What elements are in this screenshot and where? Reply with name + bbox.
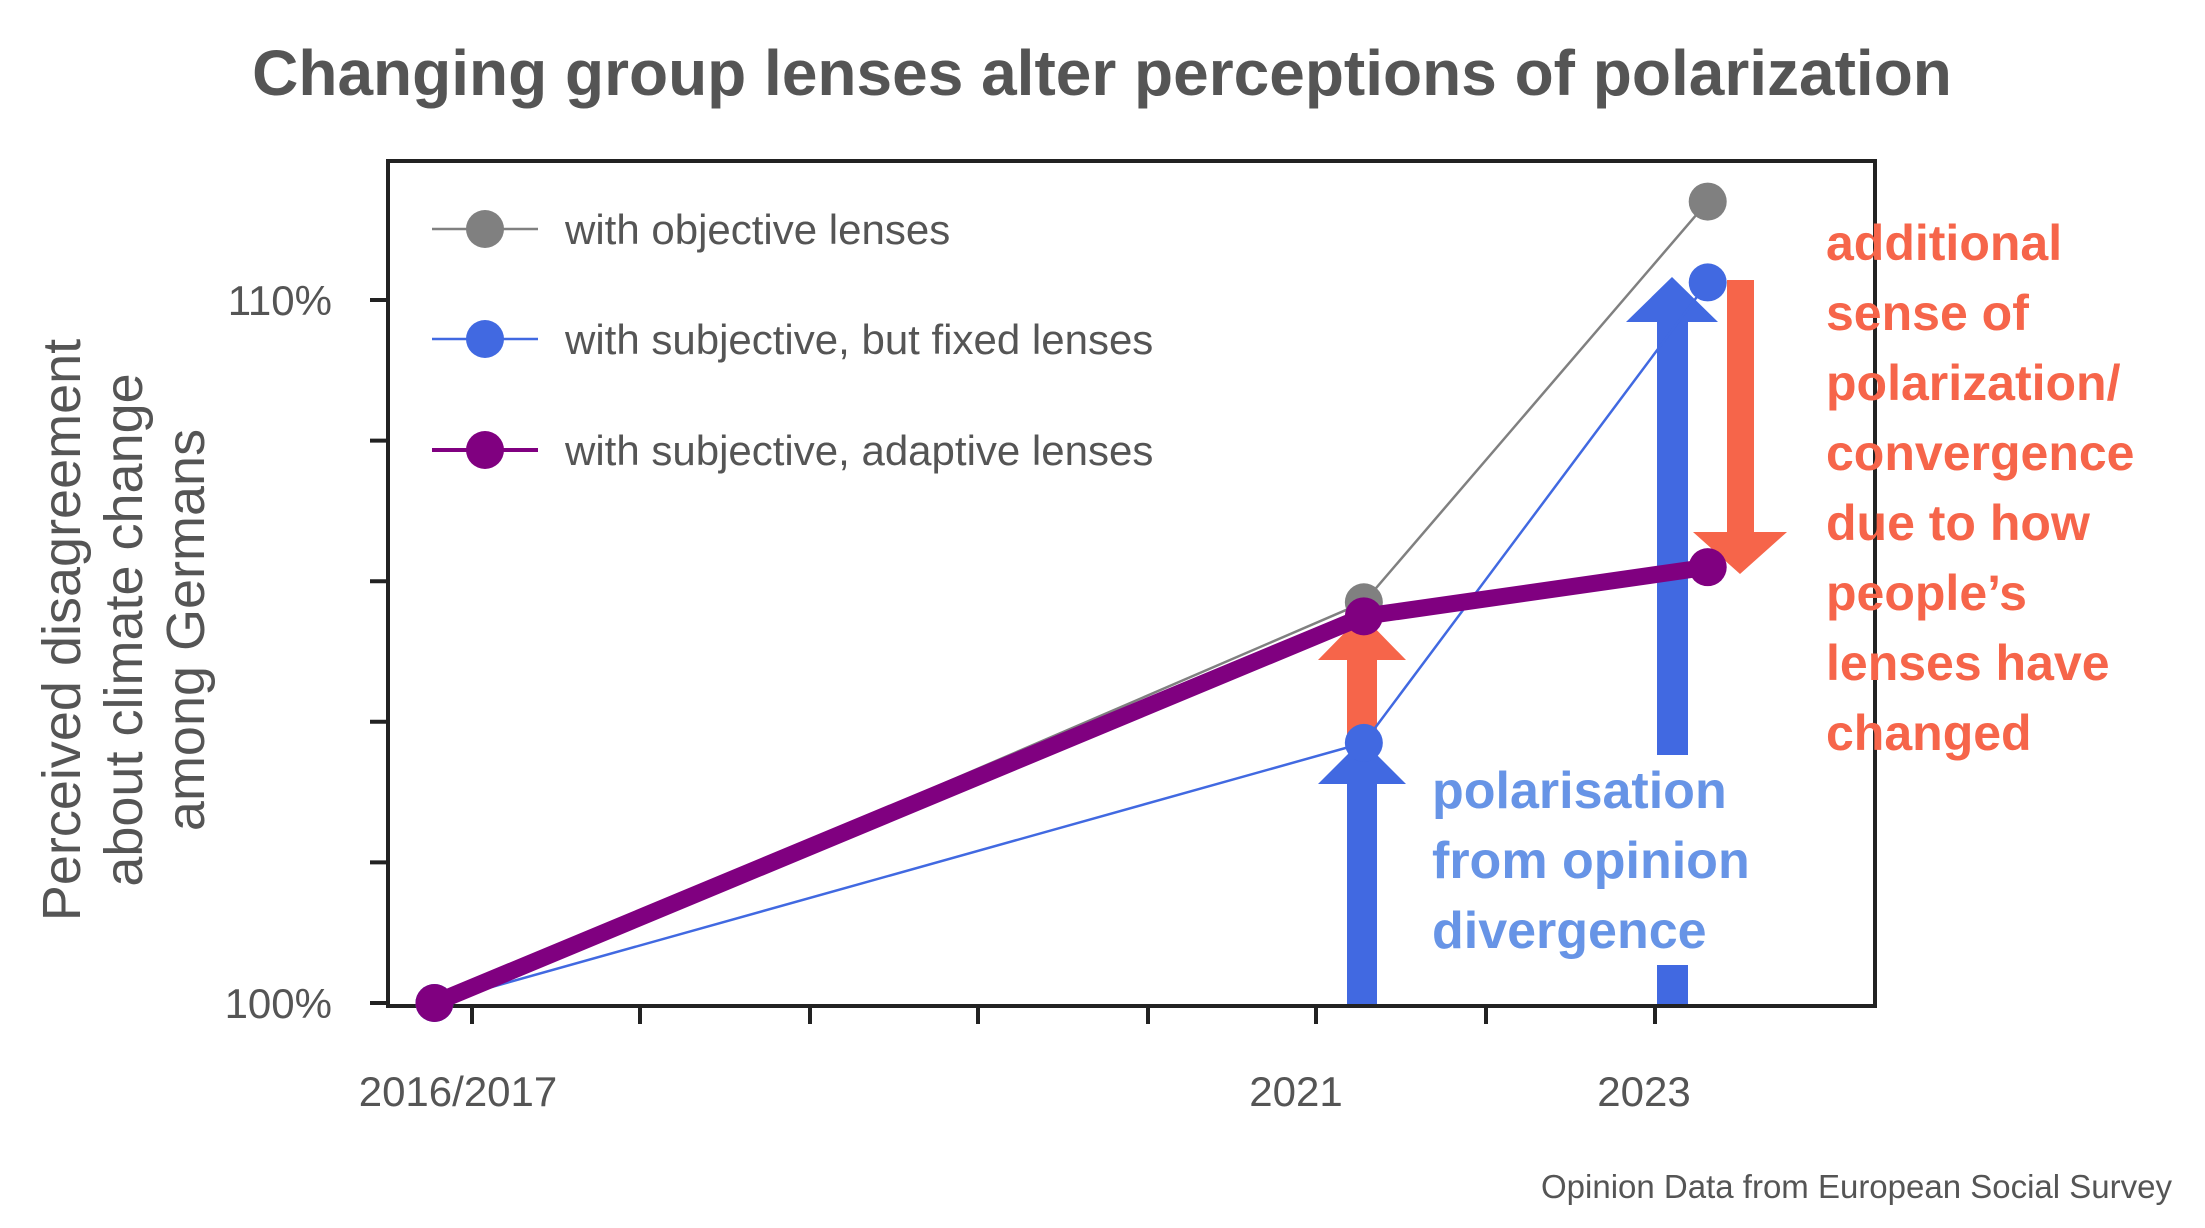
series-1-point-2 bbox=[1688, 263, 1727, 302]
arrow-blue-2021 bbox=[1318, 740, 1406, 1006]
annotation-blue-line-3: divergence bbox=[1432, 902, 1707, 960]
x-tick-label-0: 2016/2017 bbox=[359, 1068, 558, 1115]
y-tick-label-110: 110% bbox=[228, 277, 332, 324]
annotation-red-line-3: polarization/ bbox=[1826, 355, 2121, 411]
annotation-red-line-7: lenses have bbox=[1826, 635, 2110, 691]
arrow-red-2023 bbox=[1693, 280, 1787, 574]
annotation-red-line-8: changed bbox=[1826, 705, 2032, 761]
legend-marker-adaptive bbox=[466, 431, 504, 469]
legend-label-adaptive: with subjective, adaptive lenses bbox=[564, 427, 1153, 474]
series-2-point-0 bbox=[415, 984, 454, 1022]
legend-marker-objective bbox=[466, 210, 504, 248]
arrow-red-2021 bbox=[1318, 615, 1406, 748]
series-1-point-1 bbox=[1344, 723, 1383, 762]
series-2-point-1 bbox=[1344, 597, 1383, 636]
series-0-point-2 bbox=[1688, 182, 1727, 221]
arrow-blue-2023 bbox=[1626, 277, 1718, 755]
legend-label-fixed: with subjective, but fixed lenses bbox=[564, 316, 1153, 363]
x-tick-label-1: 2021 bbox=[1249, 1068, 1342, 1115]
axis-ticks: 100% 110% 2016/2017 2021 2023 bbox=[225, 277, 1691, 1115]
y-axis-label: Perceived disagreement about climate cha… bbox=[32, 339, 216, 921]
annotation-red-line-4: convergence bbox=[1826, 425, 2134, 481]
annotation-red-line-2: sense of bbox=[1826, 285, 2029, 341]
y-axis-label-line-2: about climate change bbox=[94, 373, 154, 886]
annotation-blue: polarisation from opinion divergence bbox=[1432, 762, 1750, 960]
series-line-1 bbox=[433, 281, 1709, 1005]
source-note: Opinion Data from European Social Survey bbox=[1541, 1168, 2172, 1205]
legend-marker-fixed bbox=[466, 320, 504, 358]
y-axis-label-line-1: Perceived disagreement bbox=[32, 339, 92, 921]
legend: with objective lenses with subjective, b… bbox=[432, 206, 1153, 474]
legend-item-objective: with objective lenses bbox=[432, 206, 950, 253]
arrow-blue-2023-base bbox=[1657, 965, 1688, 1006]
series-group bbox=[415, 182, 1727, 1022]
annotation-red-line-6: people’s bbox=[1826, 565, 2027, 621]
legend-item-fixed: with subjective, but fixed lenses bbox=[432, 316, 1153, 363]
y-tick-label-100: 100% bbox=[225, 980, 332, 1027]
legend-item-adaptive: with subjective, adaptive lenses bbox=[432, 427, 1153, 474]
annotation-red-line-5: due to how bbox=[1826, 495, 2090, 551]
annotation-blue-line-1: polarisation bbox=[1432, 762, 1727, 820]
annotation-red-line-1: additional bbox=[1826, 215, 2062, 271]
x-tick-label-2: 2023 bbox=[1597, 1068, 1690, 1115]
legend-label-objective: with objective lenses bbox=[564, 206, 950, 253]
annotation-red: additional sense of polarization/ conver… bbox=[1826, 215, 2134, 761]
chart-title: Changing group lenses alter perceptions … bbox=[252, 37, 1952, 109]
plot-frame bbox=[386, 159, 1877, 1008]
annotation-arrows bbox=[1318, 277, 1787, 1006]
y-axis-label-line-3: among Germans bbox=[156, 429, 216, 831]
annotation-blue-line-2: from opinion bbox=[1432, 832, 1750, 890]
series-2-point-2 bbox=[1688, 548, 1727, 587]
